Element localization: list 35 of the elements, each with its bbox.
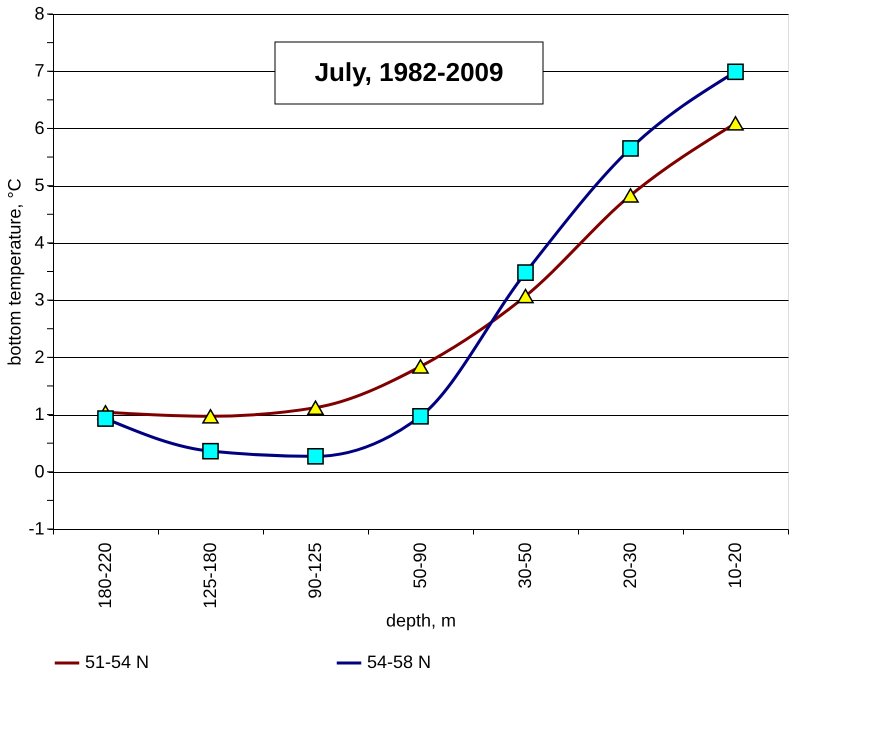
x-tick-label: 125-180: [200, 542, 220, 609]
point: [727, 116, 744, 131]
y-tick-label: 6: [34, 118, 44, 138]
y-axis-title: bottom temperature, °C: [4, 178, 24, 366]
point: [412, 408, 429, 425]
y-tick-label: 3: [34, 290, 44, 310]
x-tick-label: 90-125: [305, 542, 325, 599]
point: [202, 442, 219, 460]
legend-label: 54-58 N: [367, 652, 432, 672]
text: July, 1982-2009: [314, 57, 504, 87]
point: [412, 359, 429, 374]
point: [97, 410, 114, 427]
point: [622, 140, 639, 157]
point: [517, 264, 534, 281]
y-tick-label: 0: [34, 461, 44, 482]
x-axis-title: depth, m: [386, 610, 456, 631]
y-tick-label: 7: [34, 60, 44, 81]
y-tick-label: 2: [34, 346, 44, 367]
y-tick-label: 8: [34, 4, 44, 24]
y-tick-label: 5: [34, 175, 44, 196]
y-tick-label: -1: [28, 518, 44, 538]
x-tick-label: 10-20: [725, 542, 745, 589]
y-tick-label: 1: [34, 404, 44, 424]
point: [727, 63, 744, 80]
y-tick-label: 4: [34, 232, 44, 252]
point: [307, 448, 324, 465]
x-tick-label: 180-220: [95, 542, 115, 609]
x-tick-label: 20-30: [620, 542, 640, 589]
point: [307, 400, 324, 416]
x-tick-label: 50-90: [410, 542, 430, 589]
point: [622, 188, 639, 203]
x-tick-label: 30-50: [515, 542, 535, 589]
point: [202, 408, 219, 424]
legend-label: 51-54 N: [85, 652, 150, 672]
point: [517, 288, 534, 304]
